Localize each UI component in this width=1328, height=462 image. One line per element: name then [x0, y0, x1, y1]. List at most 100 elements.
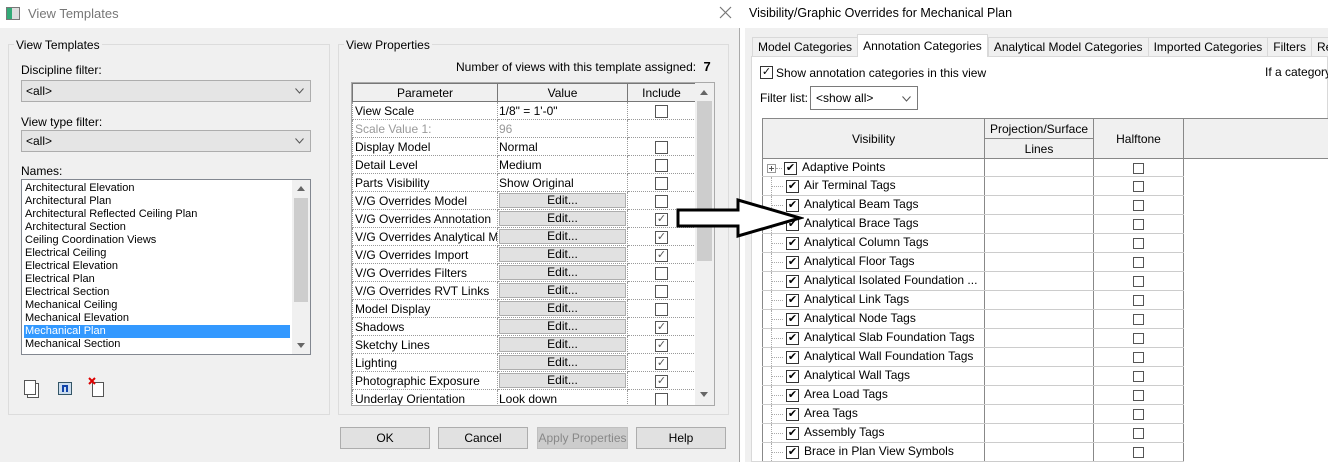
- include-checkbox[interactable]: [655, 194, 668, 208]
- tab-analytical-model-categories[interactable]: Analytical Model Categories: [987, 37, 1148, 57]
- expand-icon[interactable]: [767, 163, 776, 173]
- category-row[interactable]: ✔ Analytical Node Tags: [762, 309, 1328, 329]
- halftone-checkbox[interactable]: [1133, 162, 1144, 174]
- include-checkbox[interactable]: [655, 266, 668, 280]
- category-row[interactable]: ✔ Analytical Floor Tags: [762, 252, 1328, 272]
- include-checkbox[interactable]: ✓: [655, 248, 668, 262]
- names-list-item[interactable]: Electrical Plan: [25, 273, 95, 285]
- scroll-thumb[interactable]: [294, 198, 308, 302]
- category-row[interactable]: ✔ Analytical Slab Foundation Tags: [762, 328, 1328, 348]
- include-checkbox[interactable]: [655, 284, 668, 298]
- tab-filters[interactable]: Filters: [1267, 37, 1311, 57]
- lines-cell[interactable]: [984, 309, 1094, 329]
- visibility-checkbox[interactable]: ✔: [786, 312, 799, 326]
- lines-cell[interactable]: [984, 290, 1094, 310]
- edit-button[interactable]: Edit...: [499, 301, 626, 316]
- category-row[interactable]: ✔ Air Terminal Tags: [762, 176, 1328, 196]
- lines-cell[interactable]: [984, 385, 1094, 405]
- visibility-checkbox[interactable]: ✔: [786, 293, 799, 307]
- edit-button[interactable]: Edit...: [499, 229, 626, 244]
- include-checkbox[interactable]: ✓: [655, 320, 668, 334]
- include-checkbox[interactable]: [655, 302, 668, 316]
- names-list-item[interactable]: Architectural Elevation: [25, 182, 135, 194]
- names-list-item[interactable]: Electrical Elevation: [25, 260, 118, 272]
- scroll-down-icon[interactable]: [700, 392, 708, 397]
- names-list[interactable]: Architectural Elevation Architectural Pla…: [21, 179, 311, 355]
- visibility-checkbox[interactable]: ✔: [784, 161, 797, 175]
- edit-button[interactable]: Edit...: [499, 265, 626, 280]
- lines-cell[interactable]: [984, 404, 1094, 424]
- visibility-checkbox[interactable]: ✔: [786, 350, 799, 364]
- include-checkbox[interactable]: [655, 140, 668, 154]
- lines-cell[interactable]: [984, 176, 1094, 196]
- halftone-checkbox[interactable]: [1133, 352, 1144, 364]
- close-x-icon[interactable]: [719, 6, 732, 19]
- scrollbar[interactable]: [292, 180, 310, 354]
- halftone-checkbox[interactable]: [1133, 390, 1144, 402]
- edit-button[interactable]: Edit...: [499, 355, 626, 370]
- filter-list-select[interactable]: <show all>: [810, 86, 918, 110]
- category-row[interactable]: ✔ Area Load Tags: [762, 385, 1328, 405]
- lines-cell[interactable]: [984, 328, 1094, 348]
- halftone-checkbox[interactable]: [1133, 409, 1144, 421]
- include-checkbox[interactable]: [655, 176, 668, 190]
- visibility-checkbox[interactable]: ✔: [786, 445, 799, 459]
- visibility-checkbox[interactable]: ✔: [786, 179, 799, 193]
- halftone-checkbox[interactable]: [1133, 181, 1144, 193]
- visibility-checkbox[interactable]: ✔: [786, 236, 799, 250]
- category-row[interactable]: ✔ Assembly Tags: [762, 423, 1328, 443]
- rename-icon[interactable]: [58, 382, 72, 395]
- include-checkbox[interactable]: [655, 158, 668, 172]
- category-row[interactable]: ✔ Analytical Wall Foundation Tags: [762, 347, 1328, 367]
- lines-cell[interactable]: [984, 442, 1094, 462]
- include-checkbox[interactable]: ✓: [655, 356, 668, 370]
- category-row[interactable]: ✔ Brace in Plan View Symbols: [762, 442, 1328, 462]
- names-list-item[interactable]: Mechanical Elevation: [25, 312, 129, 324]
- scroll-up-icon[interactable]: [700, 90, 708, 95]
- lines-cell[interactable]: [984, 423, 1094, 443]
- category-row[interactable]: ✔ Analytical Link Tags: [762, 290, 1328, 310]
- halftone-checkbox[interactable]: [1133, 333, 1144, 345]
- tab-model-categories[interactable]: Model Categories: [752, 37, 858, 57]
- delete-icon[interactable]: [88, 377, 104, 397]
- edit-button[interactable]: Edit...: [499, 319, 626, 334]
- halftone-checkbox[interactable]: [1133, 447, 1144, 459]
- edit-button[interactable]: Edit...: [499, 337, 626, 352]
- lines-cell[interactable]: [984, 252, 1094, 272]
- edit-button[interactable]: Edit...: [499, 211, 626, 226]
- lines-cell[interactable]: [984, 195, 1094, 215]
- visibility-checkbox[interactable]: ✔: [786, 255, 799, 269]
- tab-imported-categories[interactable]: Imported Categories: [1147, 37, 1268, 57]
- halftone-checkbox[interactable]: [1133, 219, 1144, 231]
- property-value[interactable]: Show Original: [499, 175, 574, 190]
- scroll-up-icon[interactable]: [297, 186, 305, 191]
- lines-cell[interactable]: [984, 366, 1094, 386]
- lines-cell[interactable]: [984, 271, 1094, 291]
- halftone-checkbox[interactable]: [1133, 200, 1144, 212]
- names-list-item[interactable]: Architectural Section: [25, 221, 126, 233]
- include-checkbox[interactable]: [655, 104, 668, 118]
- visibility-checkbox[interactable]: ✔: [786, 407, 799, 421]
- names-list-item[interactable]: Mechanical Section: [25, 338, 121, 350]
- visibility-checkbox[interactable]: ✔: [786, 369, 799, 383]
- scroll-down-icon[interactable]: [297, 343, 305, 348]
- discipline-filter-select[interactable]: <all>: [21, 80, 311, 102]
- category-row[interactable]: ✔ Analytical Isolated Foundation ...: [762, 271, 1328, 291]
- help-button[interactable]: Help: [636, 427, 726, 449]
- category-row[interactable]: ✔ Analytical Beam Tags: [762, 195, 1328, 215]
- cancel-button[interactable]: Cancel: [438, 427, 528, 449]
- halftone-checkbox[interactable]: [1133, 314, 1144, 326]
- show-annotation-checkbox[interactable]: ✓: [760, 65, 773, 80]
- properties-scrollbar[interactable]: [695, 83, 714, 405]
- halftone-checkbox[interactable]: [1133, 371, 1144, 383]
- apply-properties-button[interactable]: Apply Properties: [537, 427, 628, 449]
- property-value[interactable]: Medium: [499, 157, 542, 172]
- tab-annotation-categories[interactable]: Annotation Categories: [857, 34, 988, 57]
- duplicate-icon[interactable]: [24, 380, 36, 395]
- names-list-item[interactable]: Electrical Section: [25, 286, 110, 298]
- edit-button[interactable]: Edit...: [499, 193, 626, 208]
- property-value[interactable]: Look down: [499, 391, 558, 406]
- halftone-checkbox[interactable]: [1133, 428, 1144, 440]
- names-list-item[interactable]: Ceiling Coordination Views: [25, 234, 157, 246]
- halftone-checkbox[interactable]: [1133, 295, 1144, 307]
